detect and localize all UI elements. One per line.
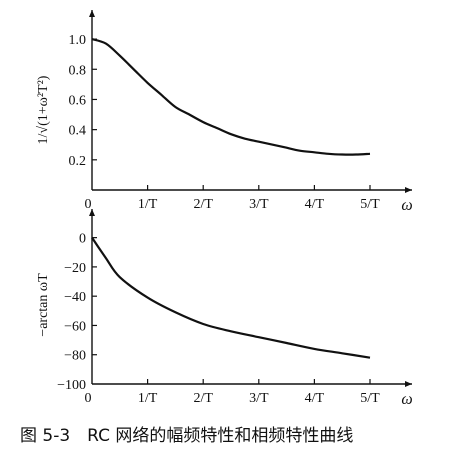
- phase-y-tick-label: −80: [64, 349, 86, 364]
- phase-x-tick-label: 0: [85, 391, 92, 406]
- mag-x-tick-label: 2/T: [193, 197, 213, 212]
- mag-x-tick-label: 1/T: [138, 197, 158, 212]
- phase-x-axis-label: ω: [401, 391, 412, 408]
- mag-curve: [91, 38, 371, 156]
- phase-x-tick-label: 4/T: [305, 391, 325, 406]
- mag-x-tick-label: 4/T: [305, 197, 325, 212]
- magnitude-chart: 0 1/T 2/T 3/T 4/T 5/T ω 1.0 0.8 0.6 0.4 0.2 1/√(1+ω²…: [36, 10, 413, 214]
- phase-y-tick-label: 0: [79, 232, 86, 247]
- phase-x-tick-label: 5/T: [360, 391, 380, 406]
- phase-chart: 0 1/T 2/T 3/T 4/T 5/T ω 0 −20 −40 −60 −80 −100 −arcta…: [36, 209, 413, 408]
- mag-y-tick-label: 0.6: [69, 93, 87, 108]
- figure-caption: 图 5-3 RC 网络的幅频特性和相频特性曲线: [20, 426, 354, 446]
- phase-x-tick-label: 1/T: [138, 391, 158, 406]
- phase-y-tick-label: −40: [64, 290, 86, 305]
- mag-y-tick-label: 0.2: [69, 154, 87, 169]
- mag-x-tick-label: 5/T: [360, 197, 380, 212]
- mag-y-tick-label: 0.4: [69, 124, 87, 139]
- mag-x-tick-label: 3/T: [249, 197, 269, 212]
- mag-x-axis-label: ω: [401, 197, 412, 214]
- phase-y-tick-label: −60: [64, 319, 86, 334]
- mag-y-tick-label: 0.8: [69, 63, 87, 78]
- mag-y-tick-label: 1.0: [69, 33, 87, 48]
- phase-x-tick-label: 2/T: [193, 391, 213, 406]
- mag-x-tick-label: 0: [85, 197, 92, 212]
- phase-y-tick-label: −20: [64, 261, 86, 276]
- mag-y-axis-label: 1/√(1+ω²T²): [36, 75, 51, 144]
- phase-y-axis-label: −arctan ωT: [36, 273, 51, 337]
- phase-y-tick-label: −100: [57, 378, 86, 393]
- phase-curve: [91, 236, 371, 359]
- phase-x-tick-label: 3/T: [249, 391, 269, 406]
